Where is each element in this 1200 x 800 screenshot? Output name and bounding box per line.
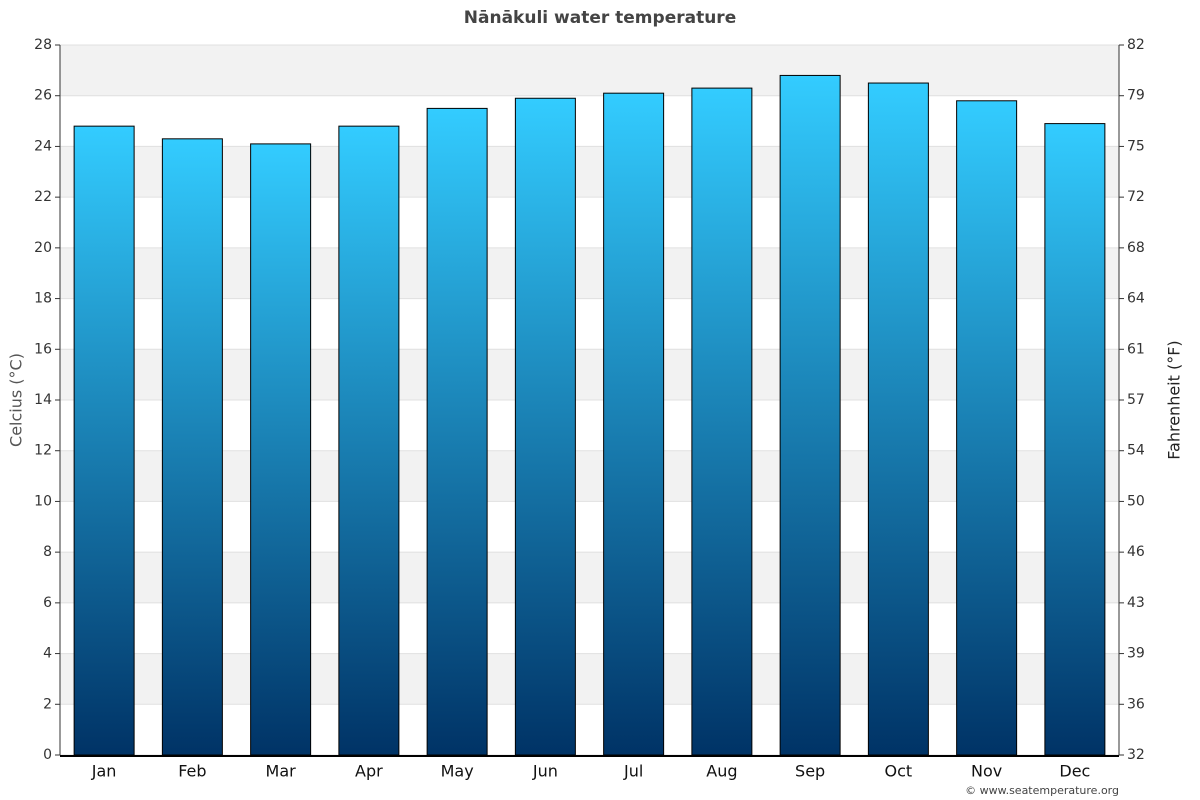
y2-tick-label: 82 [1127, 37, 1145, 53]
y2-tick-label: 79 [1127, 88, 1145, 104]
y2-tick-label: 72 [1127, 189, 1145, 205]
bar [867, 82, 929, 756]
chart-title: Nānākuli water temperature [464, 8, 736, 28]
bar [956, 100, 1018, 756]
bar [161, 138, 223, 756]
y-tick-label: 2 [43, 696, 52, 712]
grid-band [60, 349, 1119, 400]
x-tick-label: Nov [971, 762, 1002, 781]
y2-tick-label: 57 [1127, 392, 1145, 408]
x-tick-label: Apr [355, 762, 383, 781]
y-tick-label: 16 [34, 341, 52, 357]
y-tick-label: 0 [43, 747, 52, 763]
y2-tick-label: 61 [1127, 341, 1145, 357]
bar [1044, 123, 1106, 756]
y-tick-label: 6 [43, 595, 52, 611]
grid-band [60, 653, 1119, 705]
y2-tick-label: 68 [1127, 240, 1145, 256]
x-tick-label: Oct [885, 762, 913, 781]
grid-band [60, 247, 1119, 299]
x-tick-label: Aug [706, 762, 737, 781]
credit: © www.seatemperature.org [965, 784, 1119, 797]
bar [691, 87, 753, 756]
y2-tick-label: 36 [1127, 696, 1145, 712]
x-tick-label: Mar [266, 762, 297, 781]
x-tick-label: Jul [623, 762, 643, 781]
y-tick-label: 26 [34, 88, 52, 104]
y-tick-label: 24 [34, 138, 52, 154]
y2-tick-label: 54 [1127, 443, 1145, 459]
x-tick-label: Jun [532, 762, 558, 781]
grid-band [60, 45, 1119, 96]
bar [426, 107, 488, 756]
y2-tick-label: 75 [1127, 138, 1145, 154]
y2-tick-label: 50 [1127, 493, 1145, 509]
y2-tick-label: 43 [1127, 595, 1145, 611]
x-tick-label: Feb [178, 762, 206, 781]
x-tick-label: May [441, 762, 474, 781]
y-tick-label: 20 [34, 240, 52, 256]
y-tick-label: 4 [43, 646, 52, 662]
y2-tick-label: 39 [1127, 646, 1145, 662]
y-tick-label: 14 [34, 392, 52, 408]
bar [514, 97, 576, 756]
y-tick-label: 8 [43, 544, 52, 560]
y-tick-label: 22 [34, 189, 52, 205]
grid-band [60, 552, 1119, 603]
x-tick-label: Jan [91, 762, 117, 781]
y2-axis-label: Fahrenheit (°F) [1165, 340, 1184, 459]
y-tick-label: 28 [34, 37, 52, 53]
y2-tick-label: 32 [1127, 747, 1145, 763]
y-axis-label: Celcius (°C) [7, 353, 26, 447]
x-tick-label: Sep [795, 762, 825, 781]
bar [73, 125, 135, 756]
y-tick-label: 10 [34, 493, 52, 509]
y-tick-label: 18 [34, 291, 52, 307]
grid-band [60, 450, 1119, 502]
bar [250, 143, 312, 756]
x-tick-label: Dec [1059, 762, 1090, 781]
y2-tick-label: 64 [1127, 291, 1145, 307]
bar [338, 125, 400, 756]
grid-band [60, 146, 1119, 198]
y-tick-label: 12 [34, 443, 52, 459]
y2-tick-label: 46 [1127, 544, 1145, 560]
bar [779, 74, 841, 756]
bar [603, 92, 665, 756]
